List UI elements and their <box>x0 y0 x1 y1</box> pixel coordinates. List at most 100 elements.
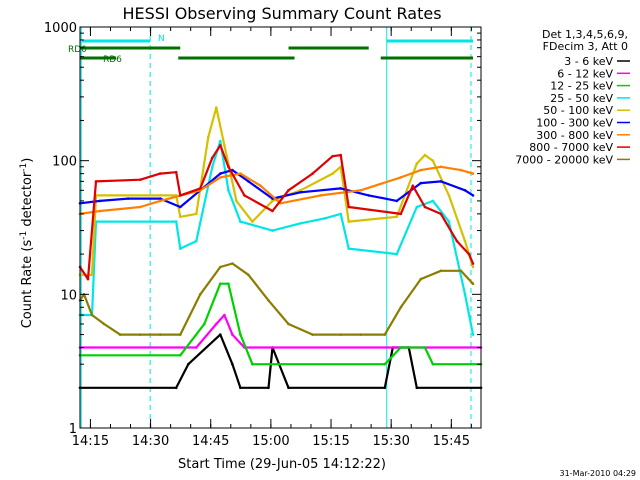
data-point <box>439 212 443 216</box>
series-line <box>80 282 481 366</box>
data-point <box>90 313 94 317</box>
data-point <box>339 333 343 336</box>
data-point <box>207 135 210 139</box>
legend-label: 800 - 7000 keV <box>529 141 613 154</box>
data-point <box>219 172 222 175</box>
data-point <box>199 187 202 190</box>
data-point <box>299 191 302 194</box>
data-point <box>347 247 351 250</box>
data-point <box>219 176 222 179</box>
data-point <box>235 199 238 203</box>
data-point <box>431 159 435 162</box>
data-point <box>359 333 363 336</box>
data-point <box>339 153 343 157</box>
data-point <box>219 144 222 147</box>
data-point <box>471 194 475 197</box>
data-point <box>219 333 222 336</box>
data-point <box>179 215 182 219</box>
data-point <box>158 172 162 175</box>
data-point <box>419 277 423 281</box>
data-point <box>239 386 242 390</box>
data-point <box>395 252 399 256</box>
legend-label: 6 - 12 keV <box>557 67 613 80</box>
data-point <box>259 184 262 187</box>
legend-header: Det 1,3,4,5,6,9, <box>542 28 628 41</box>
legend-label: 50 - 100 keV <box>543 104 613 117</box>
data-point <box>419 181 423 185</box>
data-point <box>179 194 182 197</box>
plot-frame <box>79 26 482 429</box>
data-point <box>267 299 270 302</box>
data-point <box>331 154 334 158</box>
data-point <box>138 205 142 209</box>
data-point <box>431 362 435 366</box>
data-point <box>231 333 234 336</box>
data-point <box>199 293 202 296</box>
data-point <box>415 162 419 165</box>
series-line <box>80 313 481 349</box>
data-point <box>423 346 427 349</box>
data-point <box>431 199 435 203</box>
data-point <box>299 222 302 225</box>
data-point <box>287 386 290 390</box>
series-line <box>79 262 474 336</box>
y-tick-label: 1000 <box>44 21 77 36</box>
data-point <box>399 346 403 349</box>
data-point <box>439 269 443 273</box>
data-point <box>231 262 234 265</box>
series-5 <box>78 168 475 209</box>
data-point <box>231 362 234 366</box>
legend-header: FDecim 3, Att 0 <box>543 40 628 53</box>
data-point <box>247 180 250 183</box>
series-8 <box>78 262 475 336</box>
data-point <box>415 386 419 390</box>
data-point <box>251 362 254 366</box>
data-point <box>271 229 274 232</box>
data-point <box>331 172 334 175</box>
data-point <box>158 199 162 203</box>
data-point <box>319 194 322 197</box>
data-point <box>179 205 182 209</box>
data-point <box>395 215 399 219</box>
series-0 <box>78 333 483 390</box>
data-point <box>339 187 343 190</box>
data-point <box>287 189 290 192</box>
legend-label: 100 - 300 keV <box>536 117 613 130</box>
footer-date: 31-Mar-2010 04:29 <box>560 469 637 478</box>
data-point <box>383 386 387 390</box>
data-point <box>271 199 274 203</box>
data-point <box>439 180 443 183</box>
data-point <box>415 205 419 209</box>
data-point <box>195 346 198 349</box>
data-point <box>399 176 403 179</box>
data-point <box>271 209 274 213</box>
data-point <box>247 273 250 277</box>
data-point <box>211 165 214 169</box>
data-point <box>463 189 467 192</box>
data-point <box>219 282 222 286</box>
data-point <box>471 333 475 336</box>
data-point <box>98 199 102 203</box>
series-6 <box>78 165 475 216</box>
data-point <box>395 199 399 203</box>
legend-label: 3 - 6 keV <box>564 55 613 68</box>
series-line <box>79 165 474 215</box>
data-point <box>215 106 218 109</box>
data-point <box>359 189 363 192</box>
data-point <box>227 189 230 192</box>
data-point <box>311 333 314 336</box>
x-tick-label: 15:45 <box>433 434 470 449</box>
data-point <box>126 197 130 200</box>
data-point <box>195 212 198 216</box>
data-point <box>223 313 226 317</box>
data-point <box>219 139 222 143</box>
flag-label-rd0: RD0 <box>68 45 87 55</box>
x-tick-label: 14:45 <box>192 434 229 449</box>
data-point <box>90 273 94 277</box>
series-line <box>80 333 481 389</box>
series-1 <box>78 313 483 349</box>
data-point <box>179 247 182 250</box>
legend-label: 25 - 50 keV <box>550 92 613 105</box>
data-point <box>267 386 270 390</box>
data-point <box>227 165 230 169</box>
